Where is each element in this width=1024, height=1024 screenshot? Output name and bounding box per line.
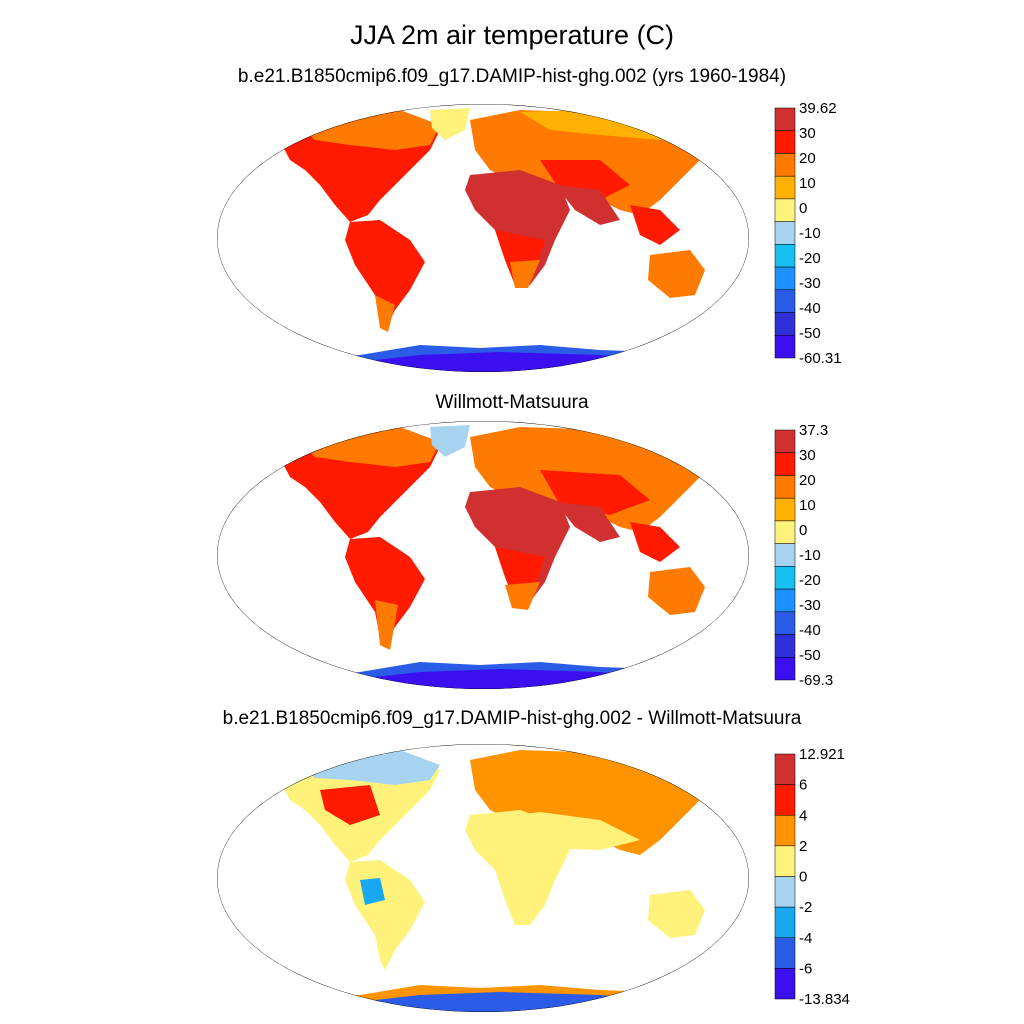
colorbar-label: 2 [799, 838, 807, 855]
colorbar-swatch [774, 153, 796, 177]
colorbar-label: -30 [799, 597, 821, 614]
colorbar-swatch [774, 497, 796, 522]
colorbar-swatch [774, 784, 796, 816]
colorbar-label: 12.921 [799, 746, 845, 763]
colorbar-label: 0 [799, 869, 807, 886]
colorbar-swatch [774, 906, 796, 938]
colorbar-label: -6 [799, 960, 812, 977]
colorbar-label: 0 [799, 200, 807, 217]
colorbar-label: 4 [799, 807, 807, 824]
colorbar-label: -4 [799, 930, 812, 947]
panel-3-subtitle: b.e21.B1850cmip6.f09_g17.DAMIP-hist-ghg.… [222, 708, 802, 729]
colorbar-swatch [774, 452, 796, 476]
colorbar-label: 20 [799, 472, 816, 489]
colorbar-label: 39.62 [799, 100, 837, 117]
colorbar-swatch [774, 543, 796, 567]
colorbar-label: -10 [799, 225, 821, 242]
colorbar-panel-1: 39.62 30 20 10 0 -10 -20 -30 -40 -50 -60.31 [774, 100, 842, 367]
colorbar-swatch [774, 815, 796, 847]
colorbar-swatch [774, 520, 796, 544]
colorbar-swatch [774, 937, 796, 969]
colorbar-label: 30 [799, 125, 816, 142]
colorbar-label: -13.834 [799, 991, 850, 1008]
colorbar-label: 10 [799, 175, 816, 192]
colorbar-swatch [774, 221, 796, 245]
colorbar-label: -40 [799, 622, 821, 639]
colorbar-swatch [774, 244, 796, 268]
colorbar-label: 30 [799, 447, 816, 464]
colorbar-label: 37.3 [799, 422, 828, 439]
colorbar-label: -60.31 [799, 350, 842, 367]
colorbar-label: -20 [799, 572, 821, 589]
colorbar-label: -2 [799, 899, 812, 916]
colorbar-swatch [774, 845, 796, 877]
figure-title: JJA 2m air temperature (C) [349, 20, 675, 50]
colorbar-label: -30 [799, 275, 821, 292]
colorbar-panel-2: 37.3 30 20 10 0 -10 -20 -30 -40 -50 -69.3 [774, 422, 833, 689]
colorbar-label: -20 [799, 250, 821, 267]
colorbar-label: -40 [799, 300, 821, 317]
colorbar-label: -50 [799, 325, 821, 342]
africa-region [465, 170, 570, 285]
south-america-region [345, 220, 425, 330]
colorbar-label: 20 [799, 150, 816, 167]
colorbar-label: -10 [799, 547, 821, 564]
colorbar-label: -50 [799, 647, 821, 664]
colorbar-swatch [774, 588, 796, 613]
colorbar-swatch [774, 876, 796, 908]
colorbar-label: 6 [799, 777, 807, 794]
colorbar-swatch [774, 968, 796, 1000]
colorbar-label: -69.3 [799, 672, 833, 689]
colorbar-swatch [774, 429, 796, 453]
colorbar-swatch [774, 611, 796, 635]
colorbar-swatch [774, 289, 796, 313]
colorbar-swatch [774, 634, 796, 658]
colorbar-label: 0 [799, 522, 807, 539]
colorbar-swatch [774, 198, 796, 222]
map-panel-2 [217, 421, 749, 689]
greenland-region [430, 108, 470, 140]
colorbar-swatch [774, 335, 796, 359]
colorbar-swatch [774, 107, 796, 131]
colorbar-swatch [774, 566, 796, 590]
panel-1-subtitle: b.e21.B1850cmip6.f09_g17.DAMIP-hist-ghg.… [237, 66, 787, 87]
colorbar-swatch [774, 753, 796, 785]
colorbar-swatch [774, 657, 796, 681]
colorbar-swatch [774, 266, 796, 291]
map-panel-1 [217, 104, 749, 372]
colorbar-swatch [774, 475, 796, 499]
australia-region [648, 250, 705, 298]
colorbar-panel-3: 12.921 6 4 2 0 -2 -4 -6 -13.834 [774, 746, 850, 1008]
colorbar-swatch [774, 175, 796, 200]
colorbar-label: 10 [799, 497, 816, 514]
panel-2-subtitle: Willmott-Matsuura [435, 392, 589, 413]
colorbar-swatch [774, 130, 796, 154]
map-panel-3 [217, 744, 749, 1012]
colorbar-swatch [774, 312, 796, 336]
